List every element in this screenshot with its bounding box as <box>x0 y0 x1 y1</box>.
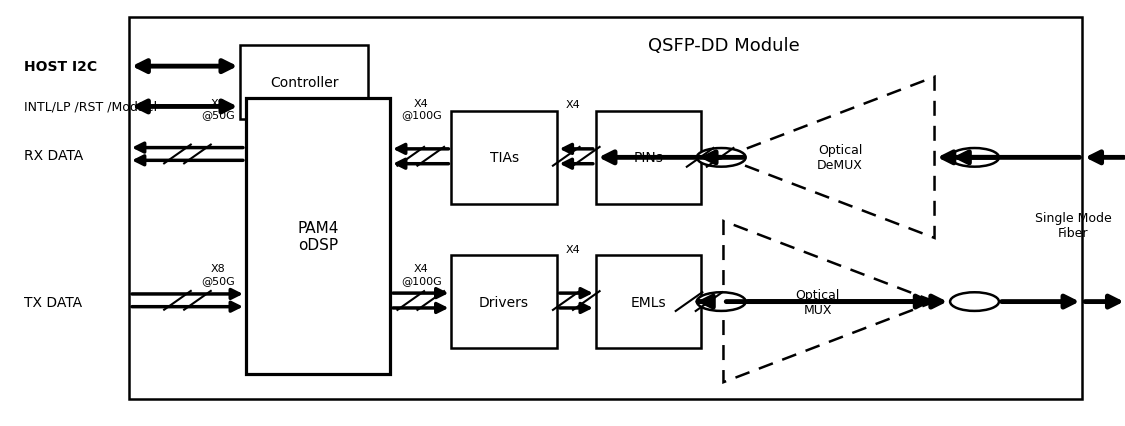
Circle shape <box>951 149 999 167</box>
Text: TX DATA: TX DATA <box>24 295 82 309</box>
Text: TIAs: TIAs <box>489 151 519 165</box>
Text: X4
@100G: X4 @100G <box>400 98 442 120</box>
Bar <box>451 255 557 348</box>
Text: X4: X4 <box>566 244 580 254</box>
Text: X4: X4 <box>566 100 580 110</box>
Text: Controller: Controller <box>270 76 339 90</box>
Bar <box>245 99 390 374</box>
Text: X4
@100G: X4 @100G <box>400 264 442 285</box>
Bar <box>596 255 701 348</box>
Text: RX DATA: RX DATA <box>24 149 83 163</box>
Text: X8
@50G: X8 @50G <box>201 264 235 285</box>
Circle shape <box>696 293 746 311</box>
Text: Drivers: Drivers <box>479 295 529 309</box>
Polygon shape <box>723 222 935 382</box>
Bar <box>451 112 557 204</box>
Bar <box>241 46 368 120</box>
Text: PAM4
oDSP: PAM4 oDSP <box>297 220 339 253</box>
Text: Single Mode
Fiber: Single Mode Fiber <box>1035 212 1112 240</box>
Text: EMLs: EMLs <box>631 295 666 309</box>
Bar <box>596 112 701 204</box>
Bar <box>129 18 1082 399</box>
Text: X8
@50G: X8 @50G <box>201 98 235 120</box>
Text: Optical
MUX: Optical MUX <box>795 288 840 316</box>
Circle shape <box>951 293 999 311</box>
Text: Optical
DeMUX: Optical DeMUX <box>817 144 863 172</box>
Polygon shape <box>723 78 935 239</box>
Circle shape <box>696 149 746 167</box>
Text: HOST I2C: HOST I2C <box>24 60 97 74</box>
Text: INTL/LP /RST /ModSel: INTL/LP /RST /ModSel <box>24 101 156 114</box>
Text: QSFP-DD Module: QSFP-DD Module <box>648 37 800 55</box>
Text: PINs: PINs <box>633 151 664 165</box>
